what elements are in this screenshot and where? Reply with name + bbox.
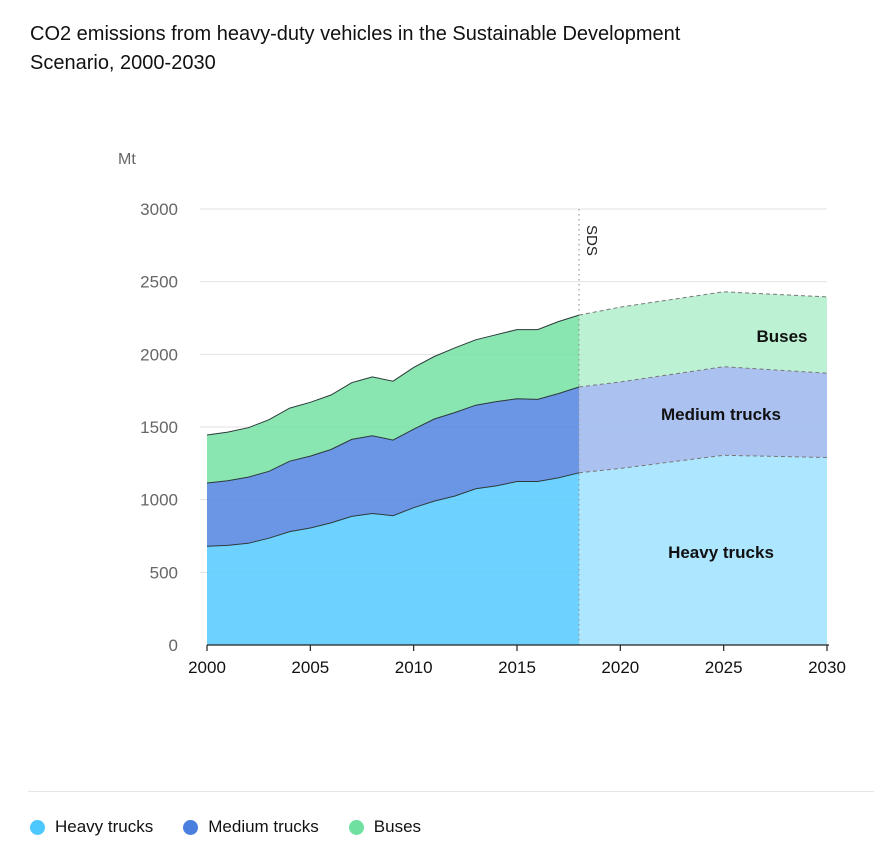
legend-dot-buses (348, 819, 364, 835)
legend-item-buses[interactable]: Buses (348, 817, 422, 837)
y-tick-label-1500: 1500 (140, 418, 178, 437)
legend-label-heavy-trucks: Heavy trucks (55, 817, 154, 836)
x-tick-label-2000: 2000 (188, 658, 226, 677)
chart-title: CO2 emissions from heavy-duty vehicles i… (30, 20, 810, 78)
x-tick-label-2020: 2020 (601, 658, 639, 677)
outline-historical-buses (206, 314, 580, 436)
sds-marker: SDS (578, 209, 600, 645)
chart-title-line-2: Scenario, 2000-2030 (30, 52, 216, 74)
x-tick-label-2025: 2025 (705, 658, 743, 677)
legend-divider (28, 791, 874, 792)
x-tick-label-2010: 2010 (395, 658, 433, 677)
legend: Heavy trucks Medium trucks Buses (30, 817, 421, 837)
annotation-buses: Buses (756, 327, 807, 346)
y-tick-label-1000: 1000 (140, 491, 178, 510)
legend-item-medium-trucks[interactable]: Medium trucks (183, 817, 319, 837)
outline-projection-medium-trucks (578, 366, 828, 388)
area-historical-heavy-trucks (207, 472, 579, 645)
axes: 0 500 1000 1500 2000 2500 3000 Mt 2000 2005 2010 20… (118, 151, 846, 677)
outline-historical-medium-trucks (206, 386, 580, 484)
legend-label-medium-trucks: Medium trucks (208, 817, 319, 836)
y-tick-label-3000: 3000 (140, 200, 178, 219)
area-projection-buses (579, 291, 827, 387)
y-tick-label-500: 500 (150, 563, 178, 582)
legend-item-heavy-trucks[interactable]: Heavy trucks (30, 817, 153, 837)
legend-label-buses: Buses (373, 817, 422, 836)
y-axis-label: Mt (118, 151, 136, 168)
x-tick-label-2005: 2005 (291, 658, 329, 677)
annotation-medium-trucks: Medium trucks (661, 405, 781, 424)
series-outlines (206, 291, 828, 547)
area-historical-buses (207, 315, 579, 483)
series-annotations: Buses Medium trucks Heavy trucks (661, 327, 808, 562)
area-series (207, 291, 827, 645)
y-tick-label-2500: 2500 (140, 273, 178, 292)
area-projection-heavy-trucks (579, 455, 827, 645)
area-historical-medium-trucks (207, 387, 579, 547)
sds-marker-label: SDS (583, 225, 600, 256)
y-tick-label-0: 0 (169, 636, 178, 655)
y-tick-label-2000: 2000 (140, 345, 178, 364)
outline-projection-heavy-trucks (578, 454, 828, 474)
legend-dot-heavy-trucks (30, 819, 45, 835)
legend-dot-medium-trucks (183, 819, 199, 835)
area-projection-medium-trucks (579, 366, 827, 473)
x-tick-label-2015: 2015 (498, 658, 536, 677)
annotation-heavy-trucks: Heavy trucks (668, 543, 774, 562)
chart-area: SDS 0 500 1000 1500 2000 2500 3000 Mt 2000 2005 20… (118, 151, 846, 677)
x-tick-label-2030: 2030 (808, 658, 846, 677)
outline-historical-heavy-trucks (206, 472, 580, 547)
chart-title-line-1: CO2 emissions from heavy-duty vehicles i… (30, 23, 681, 45)
outline-projection-buses (578, 291, 828, 316)
